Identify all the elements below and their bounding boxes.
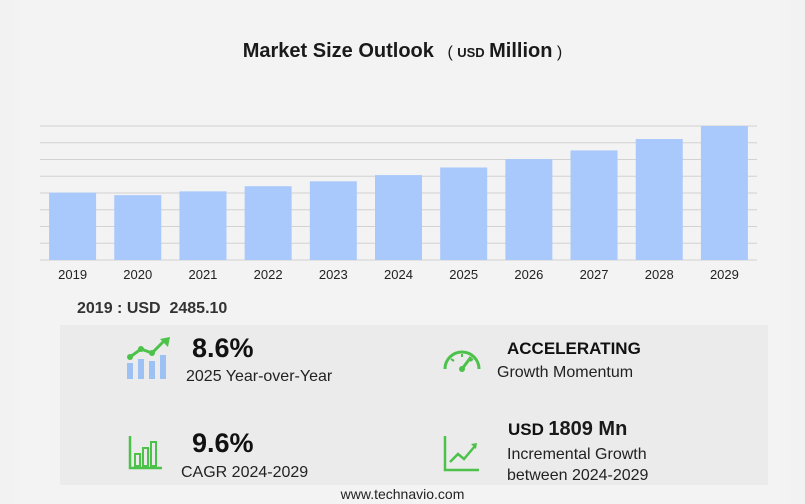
bar-2019 [49, 192, 97, 260]
bar-2026 [505, 159, 553, 260]
bar-2025 [440, 167, 488, 260]
bar-2021 [179, 191, 227, 260]
bar-2022 [244, 186, 292, 260]
stats-panel [60, 325, 768, 485]
x-tick-label-2020: 2020 [123, 267, 152, 282]
bar-2024 [375, 175, 422, 260]
cagr-label: CAGR 2024-2029 [181, 464, 309, 481]
bar-trend-up-icon [127, 337, 170, 379]
title-unit: ( USD Million ) [447, 40, 563, 62]
bar-2028 [635, 139, 683, 260]
momentum-value: ACCELERATING [507, 339, 641, 358]
base-year-label: 2019 : USD [77, 300, 161, 317]
x-tick-label-2023: 2023 [319, 267, 348, 282]
footer-url: www.technavio.com [340, 486, 465, 502]
x-tick-label-2028: 2028 [645, 267, 674, 282]
bar-2020 [114, 195, 162, 260]
bar-2027 [570, 150, 618, 260]
incremental-line2: between 2024-2029 [507, 467, 649, 484]
line-chart-up-icon [443, 436, 479, 472]
bar-2023 [309, 181, 357, 260]
yoy-label: 2025 Year-over-Year [186, 368, 333, 385]
base-year-row: 2019 : USD 2485.10 [77, 300, 227, 318]
x-tick-label-2021: 2021 [188, 267, 217, 282]
chart-title: Market Size Outlook ( USD Million ) [0, 40, 805, 63]
momentum-label: Growth Momentum [497, 364, 634, 381]
x-tick-label-2025: 2025 [449, 267, 478, 282]
bar-chart-icon [128, 436, 162, 470]
cagr-value: 9.6% [192, 428, 254, 458]
speedometer-icon [443, 350, 481, 372]
bar-chart: 2019 2020 2021 2022 2023 2024 2025 2026 2027 2028… [40, 125, 757, 282]
chart-title-text: Market Size Outlook [242, 40, 434, 62]
incremental-value: USD 1809 Mn [508, 418, 627, 441]
incremental-amount: 1809 Mn [548, 418, 628, 440]
title-unit-prefix: USD [457, 45, 485, 60]
title-unit-suffix: Million [489, 40, 553, 62]
x-tick-label-2026: 2026 [514, 267, 543, 282]
x-tick-label-2027: 2027 [580, 267, 609, 282]
yoy-value: 8.6% [192, 333, 254, 363]
x-tick-label-2019: 2019 [58, 267, 87, 282]
x-tick-label-2029: 2029 [710, 267, 739, 282]
bar-2029 [700, 126, 748, 260]
incremental-prefix: USD [508, 420, 544, 439]
incremental-line1: Incremental Growth [507, 446, 647, 463]
base-year-value: 2485.10 [169, 300, 228, 317]
x-tick-label-2022: 2022 [254, 267, 283, 282]
x-tick-label-2024: 2024 [384, 267, 413, 282]
